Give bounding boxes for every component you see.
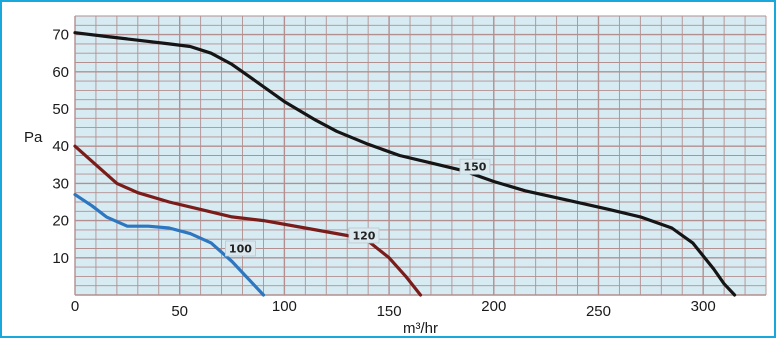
x-tick-label: 250 [586, 303, 611, 320]
series-line-100 [73, 193, 266, 297]
y-axis-label: Pa [24, 129, 43, 146]
x-tick-label: 150 [377, 303, 402, 320]
y-tick-label: 20 [52, 213, 69, 230]
series-label-box [459, 158, 491, 175]
y-tick-label: 10 [52, 250, 69, 267]
x-tick-label: 300 [691, 298, 716, 315]
series-line-120 [73, 144, 423, 297]
x-tick-label: 50 [171, 303, 188, 320]
series-label-box [348, 227, 380, 244]
x-tick-label: 0 [71, 298, 79, 315]
x-tick-label: 100 [272, 298, 297, 315]
y-tick-label: 30 [52, 175, 69, 192]
x-axis-label: m³/hr [403, 320, 438, 337]
series-label-box [225, 240, 256, 257]
series-labels: 150 120 100 [225, 158, 491, 257]
x-tick-label: 200 [481, 298, 506, 315]
y-tick-label: 70 [52, 27, 69, 44]
y-tick-label: 50 [52, 101, 69, 118]
series-line-150 [73, 31, 737, 297]
y-tick-label: 60 [52, 64, 69, 81]
series-label-100: 100 [229, 243, 252, 256]
series-lines [73, 31, 737, 297]
series-label-150: 150 [463, 161, 486, 174]
grid [74, 15, 767, 296]
series-label-120: 120 [352, 229, 375, 242]
axis-ticks: 10 20 30 40 50 60 70 0 50 100 150 200 250 300 [52, 27, 715, 320]
y-tick-label: 40 [52, 138, 69, 155]
